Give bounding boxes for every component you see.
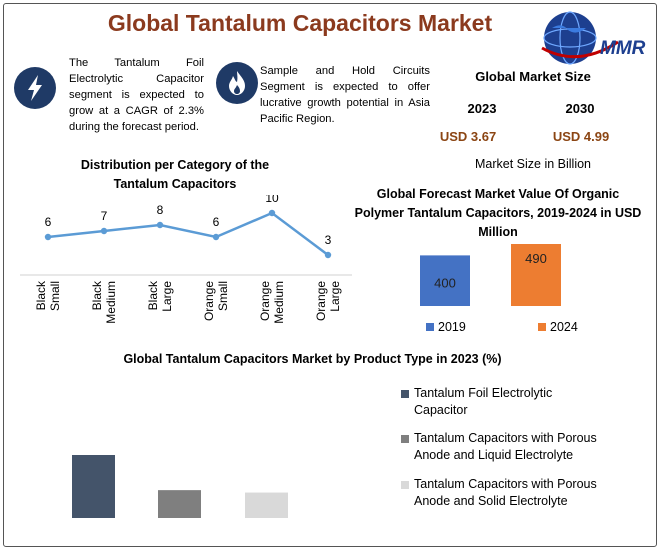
line-category-label: BlackMedium [90,280,118,324]
line-category-label: OrangeLarge [314,281,342,321]
line-category-label: OrangeSmall [202,281,230,321]
market-size-year-end: 2030 [565,101,595,116]
product-legend-label: Tantalum Foil Electrolytic Capacitor [414,386,552,417]
line-point [324,251,332,259]
lightning-icon [28,75,42,101]
note-1-text: The Tantalum Foil Electrolytic Capacitor… [69,57,204,133]
product-legend-swatch [401,390,409,398]
line-value-label: 3 [325,233,332,247]
note-2-icon-badge [216,62,258,104]
line-category-label: OrangeMedium [258,281,286,324]
line-chart-title: Distribution per Category of the Tantalu… [80,158,270,191]
product-type-bar-chart [72,455,288,518]
line-value-label: 6 [45,215,52,229]
forecast-bar-chart: 400 490 2019 2024 [420,244,578,334]
product-chart-title: Global Tantalum Capacitors Market by Pro… [123,352,502,366]
forecast-legend-swatch [426,323,434,331]
line-point [44,233,52,241]
product-legend-swatch [401,435,409,443]
forecast-bar-2019 [420,255,470,306]
globe-icon [544,12,596,64]
market-size-value-end: USD 4.99 [552,129,610,144]
forecast-value-label: 490 [525,251,547,266]
line-point [156,221,164,229]
forecast-legend-label: 2019 [438,320,466,334]
market-size-note: Market Size in Billion [474,157,591,171]
page-title: Global Tantalum Capacitors Market [107,10,493,36]
flame-icon [229,71,245,95]
product-bar [72,455,115,518]
line-chart: 6 7 8 6 10 3 BlackSmall BlackMedium BlackLarge Or… [20,195,352,324]
line-point [212,233,220,241]
line-value-label: 6 [213,215,220,229]
note-2-text: Sample and Hold Circuits Segment is expe… [260,65,430,125]
line-point [100,227,108,235]
product-legend-label: Tantalum Capacitors with Porous Anode and… [414,431,597,462]
logo-text: MMR [600,38,646,59]
note-1-icon-badge [14,67,56,109]
forecast-legend-swatch [538,323,546,331]
line-point [268,209,276,217]
line-series [47,211,329,256]
line-category-label: BlackLarge [146,280,174,312]
market-size-year-start: 2023 [467,101,497,116]
product-bar [245,492,288,518]
forecast-chart-title: Global Forecast Market Value Of Organic … [354,187,642,239]
market-size-title: Global Market Size [475,69,591,84]
line-value-label: 7 [101,209,108,223]
product-legend-label: Tantalum Capacitors with Porous Anode and… [414,477,597,508]
line-value-label: 10 [265,195,279,205]
product-type-legend: Tantalum Foil Electrolytic Capacitor Tanta… [401,386,597,508]
forecast-value-label: 400 [434,275,456,290]
forecast-legend-label: 2024 [550,320,578,334]
mmr-logo: MMR [541,11,646,65]
infographic-frame [3,3,657,547]
line-value-label: 8 [157,203,164,217]
product-bar [158,490,201,518]
forecast-bar-2024 [511,244,561,306]
market-size-value-start: USD 3.67 [439,129,497,144]
product-legend-swatch [401,481,409,489]
line-category-label: BlackSmall [34,280,62,311]
